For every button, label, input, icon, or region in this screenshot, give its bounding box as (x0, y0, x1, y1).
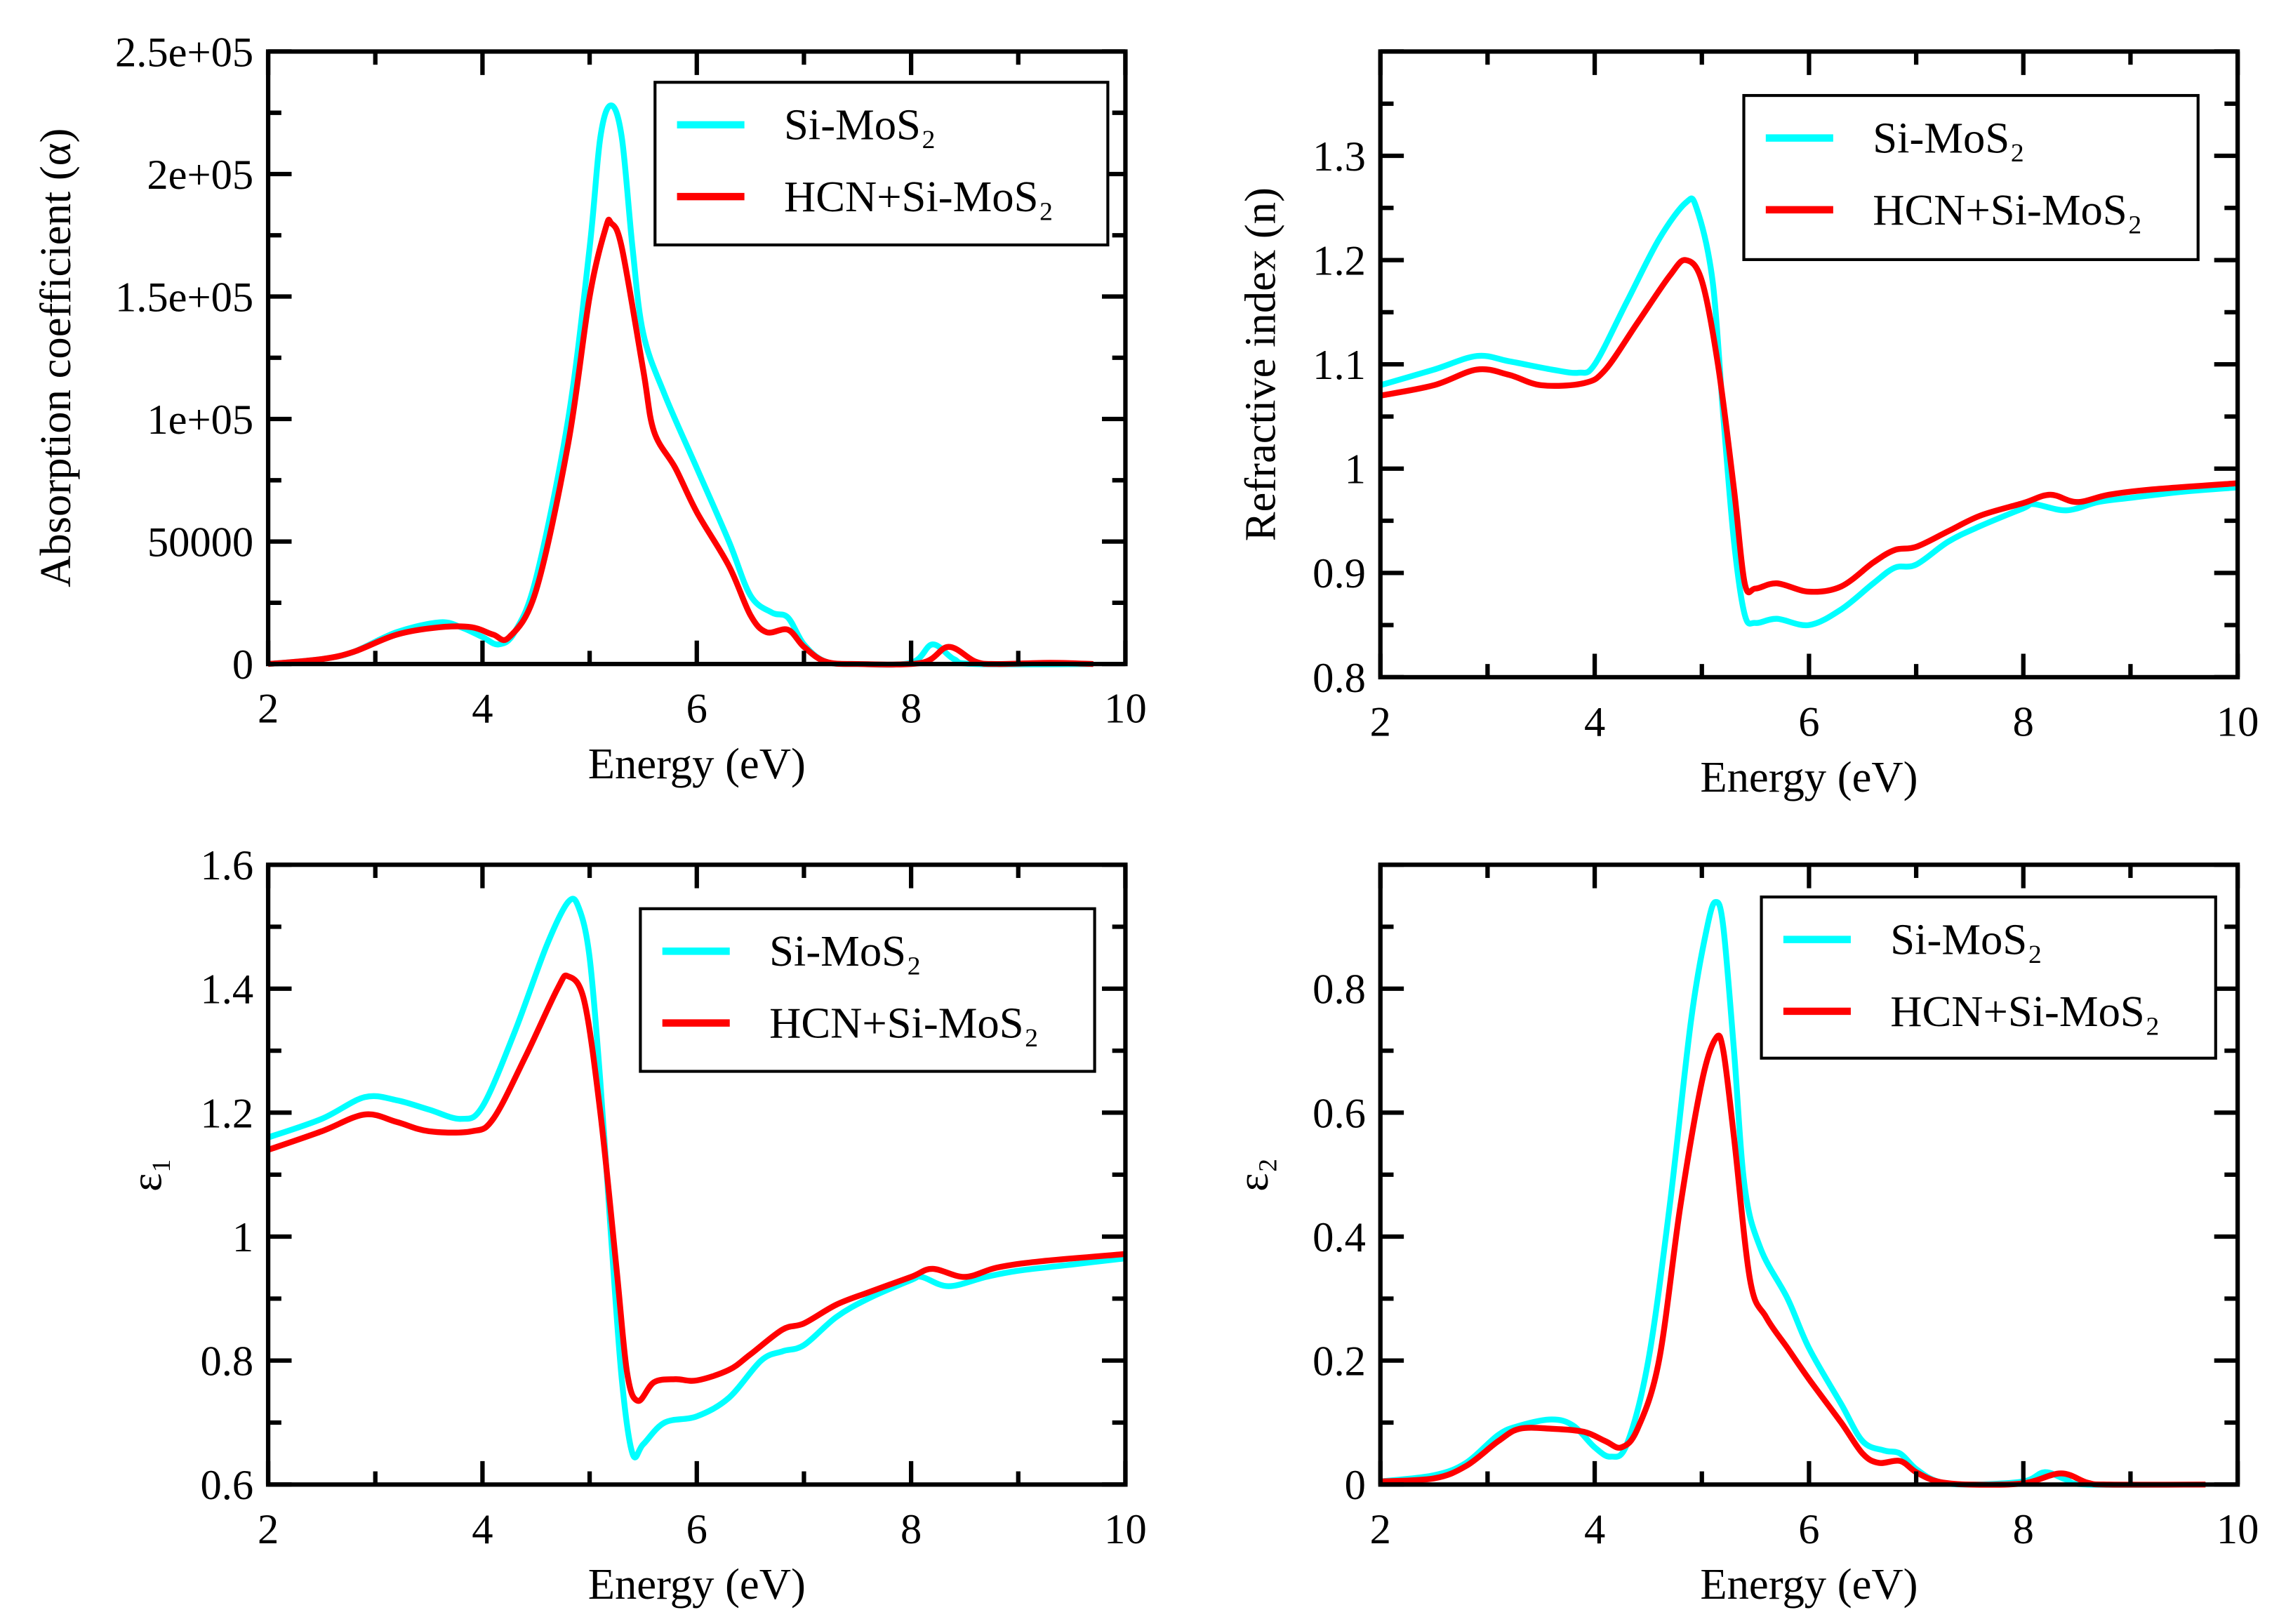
y-tick-label: 0.6 (1313, 1090, 1366, 1137)
y-tick-label: 1.4 (201, 966, 254, 1013)
x-tick-label: 10 (1104, 686, 1147, 733)
y-tick-label: 1.3 (1313, 133, 1366, 180)
y-axis-label: Absorption coefficient (α) (31, 128, 80, 587)
y-tick-label: 50000 (147, 519, 253, 566)
x-tick-label: 6 (1798, 1506, 1819, 1553)
y-tick-label: 1 (1345, 446, 1366, 493)
y-tick-label: 0.2 (1313, 1338, 1366, 1385)
y-tick-label: 1 (232, 1214, 253, 1261)
y-tick-label: 0.8 (1313, 966, 1366, 1013)
x-tick-label: 4 (1584, 698, 1605, 745)
x-tick-label: 8 (2013, 698, 2034, 745)
legend-label: HCN+Si-MoS₂ (1890, 987, 2160, 1036)
y-tick-label: 0.8 (201, 1338, 254, 1385)
x-tick-label: 4 (472, 686, 493, 733)
legend: Si-MoS₂ HCN+Si-MoS₂ (1760, 896, 2217, 1060)
series-line-hcn-si-mos2 (1379, 257, 2238, 596)
x-tick-label: 10 (2217, 1506, 2259, 1553)
y-tick-label: 0.9 (1313, 550, 1366, 597)
legend-label: Si-MoS₂ (769, 926, 922, 976)
panel-1: 2 4 6 8 10 0 50000 1e+05 1.5e+05 2e+05 2.5e+05 Ener… (31, 29, 1146, 788)
legend-box (1760, 896, 2217, 1060)
legend-label: HCN+Si-MoS₂ (1873, 185, 2142, 234)
y-tick-label: 0.4 (1313, 1214, 1366, 1261)
y-tick-label: 0 (232, 641, 253, 688)
x-tick-label: 10 (1104, 1506, 1147, 1553)
x-tick-label: 2 (258, 1506, 279, 1553)
y-tick-label: 2.5e+05 (115, 29, 253, 76)
legend-label: Si-MoS₂ (784, 100, 936, 149)
x-tick-label: 6 (1798, 698, 1819, 745)
series-line-hcn-si-mos2 (267, 216, 1094, 668)
y-tick-label: 1e+05 (147, 397, 253, 444)
legend-label: HCN+Si-MoS₂ (784, 172, 1054, 221)
series-line-hcn-si-mos2 (267, 972, 1126, 1404)
x-tick-label: 6 (686, 1506, 707, 1553)
y-tick-label: 0.8 (1313, 655, 1366, 702)
y-tick-label: 2e+05 (147, 152, 253, 199)
legend: Si-MoS₂ HCN+Si-MoS₂ (1742, 93, 2200, 261)
x-tick-label: 8 (901, 1506, 922, 1553)
x-axis-label: Energy (eV) (1700, 752, 1918, 801)
x-tick-label: 6 (686, 686, 707, 733)
y-tick-label: 1.2 (1313, 237, 1366, 284)
y-tick-label: 0.6 (201, 1462, 254, 1509)
y-tick-label: 1.1 (1313, 342, 1366, 389)
legend-box (653, 81, 1110, 247)
x-tick-label: 8 (901, 686, 922, 733)
x-tick-label: 2 (1370, 698, 1391, 745)
legend-box (1742, 93, 2200, 261)
panel-3: 2 4 6 8 10 0.6 0.8 1 1.2 1.4 1.6 Energy (eV) ε₁ Si-Mo… (122, 842, 1147, 1609)
y-axis-label: Refractive index (n) (1235, 187, 1284, 541)
legend: Si-MoS₂ HCN+Si-MoS₂ (639, 907, 1096, 1073)
x-tick-label: 2 (1370, 1506, 1391, 1553)
legend-box (639, 907, 1096, 1073)
y-tick-label: 0 (1345, 1462, 1366, 1509)
y-axis-label: ε₁ (122, 1158, 171, 1192)
x-axis-label: Energy (eV) (1700, 1559, 1918, 1609)
panel-2: 2 4 6 8 10 0.8 0.9 1 1.1 1.2 1.3 Energy (eV) Refract… (1235, 49, 2259, 801)
series-line-hcn-si-mos2 (1380, 1032, 2206, 1488)
series-line-si-mos2 (1379, 195, 2238, 629)
x-tick-label: 4 (1584, 1506, 1605, 1553)
legend: Si-MoS₂ HCN+Si-MoS₂ (653, 81, 1110, 247)
x-axis-label: Energy (eV) (588, 1559, 806, 1609)
panel-4: 2 4 6 8 10 0 0.2 0.4 0.6 0.8 Energy (eV) ε₂ Si-MoS₂ H… (1228, 863, 2259, 1609)
y-tick-label: 1.5e+05 (115, 274, 253, 321)
x-tick-label: 10 (2217, 698, 2259, 745)
x-axis-label: Energy (eV) (588, 739, 806, 788)
legend-label: Si-MoS₂ (1873, 113, 2025, 162)
x-tick-label: 8 (2013, 1506, 2034, 1553)
y-tick-label: 1.2 (201, 1090, 254, 1137)
y-tick-label: 1.6 (201, 842, 254, 889)
x-tick-label: 4 (472, 1506, 493, 1553)
legend-label: HCN+Si-MoS₂ (769, 999, 1039, 1048)
legend-label: Si-MoS₂ (1890, 915, 2042, 964)
x-tick-label: 2 (258, 686, 279, 733)
y-axis-label: ε₂ (1228, 1158, 1277, 1192)
